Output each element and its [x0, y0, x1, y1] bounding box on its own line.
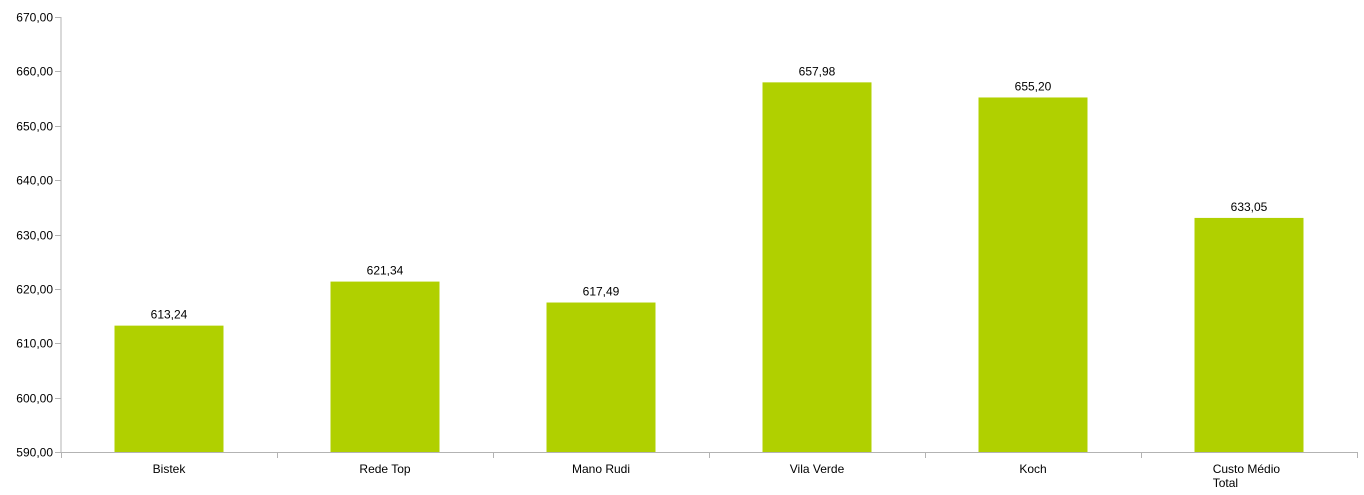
- bar: [114, 325, 224, 452]
- data-label: 633,05: [1231, 200, 1268, 214]
- bar: [330, 281, 440, 452]
- data-labels: 613,24 621,34 617,49 657,98 655,20 633,05: [151, 64, 1268, 321]
- x-tick-label: Vila Verde: [790, 462, 845, 476]
- data-label: 657,98: [799, 64, 836, 78]
- x-tick-label: Custo Médio Total: [1213, 462, 1281, 490]
- data-label: 655,20: [1015, 79, 1052, 93]
- y-axis: 590,00 600,00 610,00 620,00 630,00 640,00 650,…: [16, 11, 62, 460]
- y-tick-label: 650,00: [16, 120, 53, 134]
- y-tick-label: 670,00: [16, 11, 53, 25]
- y-tick-label: 610,00: [16, 337, 53, 351]
- x-tick-label: Koch: [1019, 462, 1046, 476]
- x-axis: Bistek Rede Top Mano Rudi Vila Verde Koch Cus…: [61, 452, 1358, 490]
- bars: [114, 82, 1304, 452]
- data-label: 621,34: [367, 264, 404, 278]
- bar: [762, 82, 872, 452]
- bar: [1194, 217, 1304, 452]
- y-tick-label: 590,00: [16, 446, 53, 460]
- y-tick-label: 630,00: [16, 229, 53, 243]
- y-tick-label: 620,00: [16, 283, 53, 297]
- bar: [978, 97, 1088, 452]
- data-label: 617,49: [583, 285, 620, 299]
- y-tick-label: 640,00: [16, 174, 53, 188]
- data-label: 613,24: [151, 308, 188, 322]
- x-tick-label: Mano Rudi: [572, 462, 630, 476]
- y-tick-label: 600,00: [16, 392, 53, 406]
- bar: [546, 302, 656, 452]
- x-tick-label: Bistek: [153, 462, 187, 476]
- y-tick-label: 660,00: [16, 65, 53, 79]
- x-tick-label: Rede Top: [359, 462, 410, 476]
